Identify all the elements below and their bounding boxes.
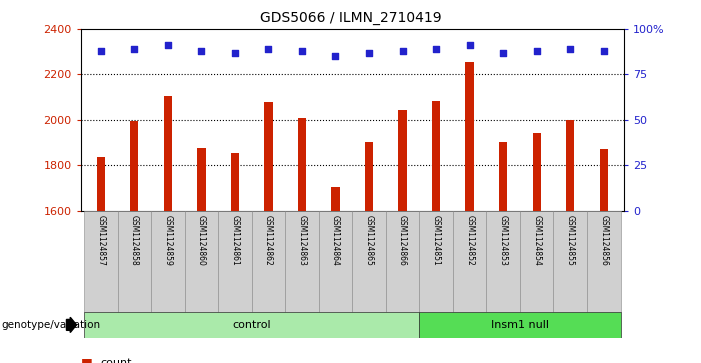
Bar xyxy=(432,101,440,211)
Bar xyxy=(231,153,239,211)
Text: Insm1 null: Insm1 null xyxy=(491,320,549,330)
Text: GSM1124857: GSM1124857 xyxy=(96,215,105,265)
Point xyxy=(196,48,207,54)
Text: GSM1124854: GSM1124854 xyxy=(532,215,541,265)
Point xyxy=(229,50,240,56)
Point xyxy=(162,42,173,48)
Bar xyxy=(554,211,587,312)
Point xyxy=(129,46,140,52)
Bar xyxy=(365,143,373,211)
Text: GSM1124861: GSM1124861 xyxy=(231,215,239,265)
Bar xyxy=(84,312,419,338)
Text: GSM1124865: GSM1124865 xyxy=(365,215,374,265)
Text: GDS5066 / ILMN_2710419: GDS5066 / ILMN_2710419 xyxy=(259,11,442,25)
Text: GSM1124853: GSM1124853 xyxy=(498,215,508,265)
Point xyxy=(363,50,374,56)
Bar xyxy=(398,110,407,211)
Bar xyxy=(118,211,151,312)
Bar xyxy=(465,62,474,211)
Bar xyxy=(252,211,285,312)
Bar xyxy=(197,148,205,211)
Bar xyxy=(499,143,508,211)
Text: genotype/variation: genotype/variation xyxy=(1,320,100,330)
Bar xyxy=(353,211,386,312)
Bar xyxy=(184,211,218,312)
Bar xyxy=(163,96,172,211)
Bar xyxy=(520,211,554,312)
Text: GSM1124851: GSM1124851 xyxy=(432,215,441,265)
Point xyxy=(564,46,576,52)
Bar xyxy=(285,211,319,312)
Bar xyxy=(97,157,105,211)
FancyArrow shape xyxy=(67,317,76,333)
Text: GSM1124864: GSM1124864 xyxy=(331,215,340,265)
Point xyxy=(430,46,442,52)
Point xyxy=(330,53,341,59)
Point xyxy=(397,48,408,54)
Text: GSM1124852: GSM1124852 xyxy=(465,215,474,265)
Bar xyxy=(264,102,273,211)
Bar xyxy=(419,312,620,338)
Bar xyxy=(130,121,139,211)
Point xyxy=(297,48,308,54)
Text: control: control xyxy=(232,320,271,330)
Text: GSM1124862: GSM1124862 xyxy=(264,215,273,265)
Text: ■: ■ xyxy=(81,356,93,363)
Bar xyxy=(419,211,453,312)
Bar xyxy=(486,211,520,312)
Bar xyxy=(298,118,306,211)
Point xyxy=(531,48,543,54)
Text: GSM1124863: GSM1124863 xyxy=(297,215,306,265)
Text: count: count xyxy=(100,358,132,363)
Point xyxy=(263,46,274,52)
Text: GSM1124866: GSM1124866 xyxy=(398,215,407,265)
Bar xyxy=(151,211,184,312)
Bar xyxy=(386,211,419,312)
Bar xyxy=(587,211,620,312)
Bar xyxy=(599,149,608,211)
Point xyxy=(598,48,609,54)
Bar xyxy=(319,211,353,312)
Text: GSM1124855: GSM1124855 xyxy=(566,215,575,265)
Text: GSM1124856: GSM1124856 xyxy=(599,215,608,265)
Bar xyxy=(533,133,541,211)
Bar xyxy=(332,187,340,211)
Point xyxy=(464,42,475,48)
Text: GSM1124859: GSM1124859 xyxy=(163,215,172,265)
Point xyxy=(498,50,509,56)
Bar xyxy=(84,211,118,312)
Bar xyxy=(218,211,252,312)
Text: GSM1124860: GSM1124860 xyxy=(197,215,206,265)
Bar xyxy=(566,120,574,211)
Point xyxy=(95,48,107,54)
Text: GSM1124858: GSM1124858 xyxy=(130,215,139,265)
Bar xyxy=(453,211,486,312)
